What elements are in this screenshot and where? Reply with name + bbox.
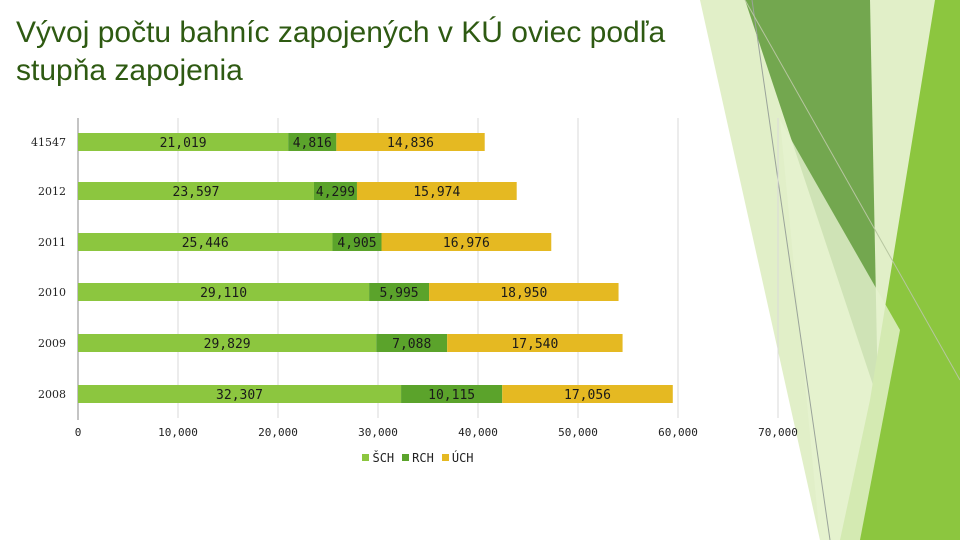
data-label-ÚCH-5: 17,056 bbox=[564, 388, 611, 403]
slide-title: Vývoj počtu bahníc zapojených v KÚ oviec… bbox=[16, 14, 816, 90]
x-tick-label-4: 40,000 bbox=[458, 426, 498, 439]
x-tick-label-2: 20,000 bbox=[258, 426, 298, 439]
data-label-RCH-1: 4,299 bbox=[316, 185, 355, 200]
deco-line-2 bbox=[744, 0, 960, 381]
x-tick-label-6: 60,000 bbox=[658, 426, 698, 439]
data-label-RCH-5: 10,115 bbox=[428, 388, 475, 403]
data-label-ÚCH-0: 14,836 bbox=[387, 136, 434, 151]
x-tick-label-0: 0 bbox=[75, 426, 82, 439]
data-label-ÚCH-3: 18,950 bbox=[500, 286, 547, 301]
category-label-0: 41547 bbox=[31, 136, 66, 149]
legend-item-1: RCH bbox=[402, 451, 434, 465]
bar-ÚCH-4 bbox=[447, 334, 623, 352]
legend-swatch-2 bbox=[441, 454, 449, 461]
category-label-5: 2008 bbox=[38, 388, 66, 401]
data-label-ŠCH-5: 32,307 bbox=[216, 388, 263, 403]
bar-ÚCH-5 bbox=[502, 385, 673, 403]
deco-line-1 bbox=[751, 0, 831, 540]
title-line-2: stupňa zapojenia bbox=[16, 54, 243, 87]
data-label-ŠCH-4: 29,829 bbox=[204, 337, 251, 352]
data-label-ŠCH-3: 29,110 bbox=[200, 286, 247, 301]
bar-RCH-2 bbox=[332, 233, 382, 251]
data-label-ŠCH-2: 25,446 bbox=[182, 236, 229, 251]
category-label-1: 2012 bbox=[38, 185, 66, 198]
legend-label-0: ŠCH bbox=[372, 450, 395, 465]
legend-item-0: ŠCH bbox=[362, 451, 394, 465]
data-label-ŠCH-0: 21,019 bbox=[160, 136, 207, 151]
deco-pale-triangle bbox=[780, 120, 900, 540]
bar-ŠCH-0 bbox=[78, 133, 289, 151]
bar-ŠCH-2 bbox=[78, 233, 333, 251]
bar-ÚCH-3 bbox=[429, 283, 619, 301]
data-label-ŠCH-1: 23,597 bbox=[173, 185, 220, 200]
bar-RCH-3 bbox=[369, 283, 430, 301]
legend-item-2: ÚCH bbox=[441, 450, 474, 465]
x-tick-label-5: 50,000 bbox=[558, 426, 598, 439]
data-label-RCH-4: 7,088 bbox=[392, 337, 431, 352]
legend-swatch-0 bbox=[362, 454, 370, 461]
bar-ÚCH-0 bbox=[336, 133, 485, 151]
bar-RCH-1 bbox=[313, 182, 357, 200]
legend-label-1: RCH bbox=[412, 450, 434, 465]
chart-legend: ŠCH RCH ÚCH bbox=[0, 450, 836, 465]
bar-ŠCH-3 bbox=[78, 283, 370, 301]
bar-ÚCH-2 bbox=[381, 233, 552, 251]
category-label-3: 2010 bbox=[38, 286, 66, 299]
bar-ŠCH-1 bbox=[78, 182, 314, 200]
bar-RCH-0 bbox=[288, 133, 337, 151]
x-tick-label-1: 10,000 bbox=[158, 426, 198, 439]
x-tick-label-7: 70,000 bbox=[758, 426, 798, 439]
bar-RCH-4 bbox=[376, 334, 448, 352]
legend-label-2: ÚCH bbox=[451, 450, 474, 465]
data-label-ÚCH-1: 15,974 bbox=[413, 185, 460, 200]
title-line-1: Vývoj počtu bahníc zapojených v KÚ oviec… bbox=[16, 16, 666, 49]
data-label-RCH-3: 5,995 bbox=[380, 286, 419, 301]
category-label-4: 2009 bbox=[38, 337, 66, 350]
legend-swatch-1 bbox=[402, 454, 410, 461]
bar-ÚCH-1 bbox=[356, 182, 517, 200]
data-label-RCH-2: 4,905 bbox=[337, 236, 376, 251]
data-label-RCH-0: 4,816 bbox=[293, 136, 332, 151]
data-label-ÚCH-4: 17,540 bbox=[511, 337, 558, 352]
bar-ŠCH-4 bbox=[78, 334, 377, 352]
bar-RCH-5 bbox=[401, 385, 503, 403]
data-label-ÚCH-2: 16,976 bbox=[443, 236, 490, 251]
bar-ŠCH-5 bbox=[78, 385, 402, 403]
x-tick-label-3: 30,000 bbox=[358, 426, 398, 439]
category-label-2: 2011 bbox=[38, 236, 66, 249]
